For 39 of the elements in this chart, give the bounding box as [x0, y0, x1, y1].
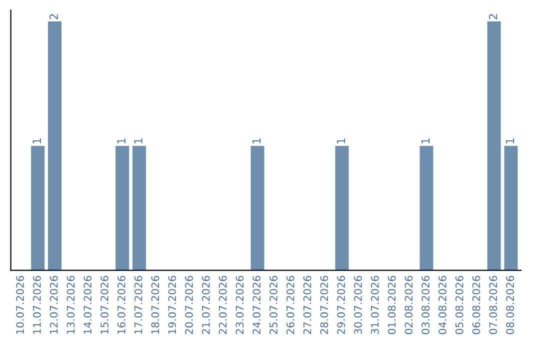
data-label: 1: [506, 138, 514, 144]
x-tick-label: 08.08.2026: [506, 276, 514, 334]
x-tick-label: 23.07.2026: [236, 276, 244, 334]
x-tick-label: 03.08.2026: [422, 276, 430, 334]
data-label: 1: [134, 138, 142, 144]
data-label: 1: [32, 138, 41, 144]
x-tick-label: 05.08.2026: [455, 276, 464, 334]
x-tick-label: 29.07.2026: [337, 276, 346, 334]
x-tick-label: 01.08.2026: [388, 276, 396, 334]
data-label: 1: [252, 138, 261, 144]
x-tick-label: 16.07.2026: [117, 276, 126, 334]
x-tick-label: 28.07.2026: [320, 276, 328, 334]
x-tick-label: 26.07.2026: [286, 276, 294, 334]
x-tick-label: 07.08.2026: [489, 276, 498, 334]
x-tick-label: 30.07.2026: [354, 276, 362, 334]
x-tick-label: 17.07.2026: [134, 276, 142, 334]
x-tick-label: 20.07.2026: [185, 276, 193, 334]
x-tick-label: 31.07.2026: [370, 276, 379, 334]
data-label: 1: [421, 138, 430, 144]
data-label: 2: [50, 14, 58, 20]
x-tick-label: 10.07.2026: [16, 276, 24, 334]
x-tick-label: 19.07.2026: [168, 276, 176, 334]
data-label: 1: [336, 138, 346, 144]
x-tick-label: 11.07.2026: [32, 276, 41, 334]
x-tick-label: 13.07.2026: [66, 276, 75, 334]
x-tick-label: 02.08.2026: [404, 276, 413, 334]
x-tick-label: 15.07.2026: [100, 276, 108, 334]
x-tick-label: 18.07.2026: [151, 276, 160, 334]
x-tick-label: 22.07.2026: [218, 276, 227, 334]
x-tick-label: 06.08.2026: [472, 276, 480, 334]
x-tick-label: 14.07.2026: [84, 276, 92, 334]
x-tick-label: 21.07.2026: [202, 276, 210, 334]
x-tick-label: 27.07.2026: [303, 276, 312, 334]
x-tick-label: 12.07.2026: [50, 276, 58, 334]
data-label: 1: [117, 138, 126, 144]
x-tick-label: 25.07.2026: [270, 276, 278, 334]
x-tick-label: 24.07.2026: [252, 276, 261, 334]
x-tick-label: 04.08.2026: [438, 276, 446, 334]
data-label: 2: [488, 14, 498, 20]
